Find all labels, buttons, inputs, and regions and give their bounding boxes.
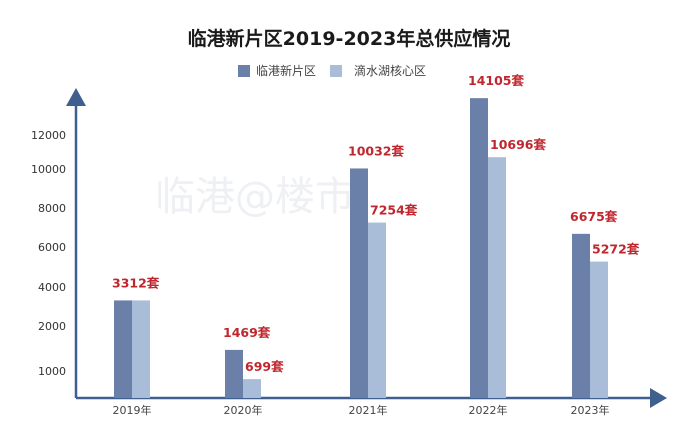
bar-2 — [368, 222, 386, 398]
data-label: 6675套 — [570, 209, 618, 224]
chart-title: 临港新片区2019-2023年总供应情况 — [187, 28, 511, 50]
bar-1 — [114, 300, 132, 398]
bar-2 — [243, 379, 261, 398]
bar-2 — [590, 261, 608, 398]
bar-1 — [572, 233, 590, 398]
watermark: 临港@楼市 — [155, 174, 355, 220]
bar-2 — [132, 300, 150, 398]
y-tick-label: 8000 — [38, 202, 66, 215]
data-label: 5272套 — [592, 242, 640, 257]
bar-1 — [350, 168, 368, 398]
x-tick-label: 2020年 — [224, 403, 263, 417]
data-label: 699套 — [245, 359, 284, 374]
legend-swatch-2 — [330, 64, 343, 77]
x-tick-label: 2023年 — [571, 403, 610, 417]
y-tick-label: 6000 — [38, 241, 66, 254]
legend-label-2: 滴水湖核心区 — [354, 64, 427, 78]
x-tick-label: 2022年 — [469, 403, 508, 417]
data-label: 14105套 — [468, 73, 524, 88]
y-tick-label: 10000 — [31, 163, 66, 176]
bar-1 — [470, 98, 488, 398]
data-label: 10032套 — [348, 143, 404, 158]
y-tick-label: 2000 — [38, 320, 66, 333]
y-tick-label: 12000 — [31, 129, 66, 142]
legend-swatch-1 — [238, 64, 250, 77]
y-tick-label: 1000 — [38, 365, 66, 378]
data-label: 3312套 — [112, 275, 160, 290]
bar-1 — [225, 349, 243, 398]
legend-label-1: 临港新片区 — [256, 64, 317, 78]
y-axis-arrow-icon — [66, 88, 86, 106]
legend: 临港新片区 滴水湖核心区 — [238, 62, 426, 79]
x-axis-arrow-icon — [650, 388, 667, 408]
bar-2 — [488, 157, 506, 398]
data-label: 7254套 — [370, 203, 418, 218]
data-label: 10696套 — [490, 137, 546, 152]
x-tick-label: 2019年 — [113, 403, 152, 417]
data-label: 1469套 — [223, 325, 271, 340]
y-tick-label: 4000 — [38, 281, 66, 294]
x-tick-label: 2021年 — [349, 403, 388, 417]
